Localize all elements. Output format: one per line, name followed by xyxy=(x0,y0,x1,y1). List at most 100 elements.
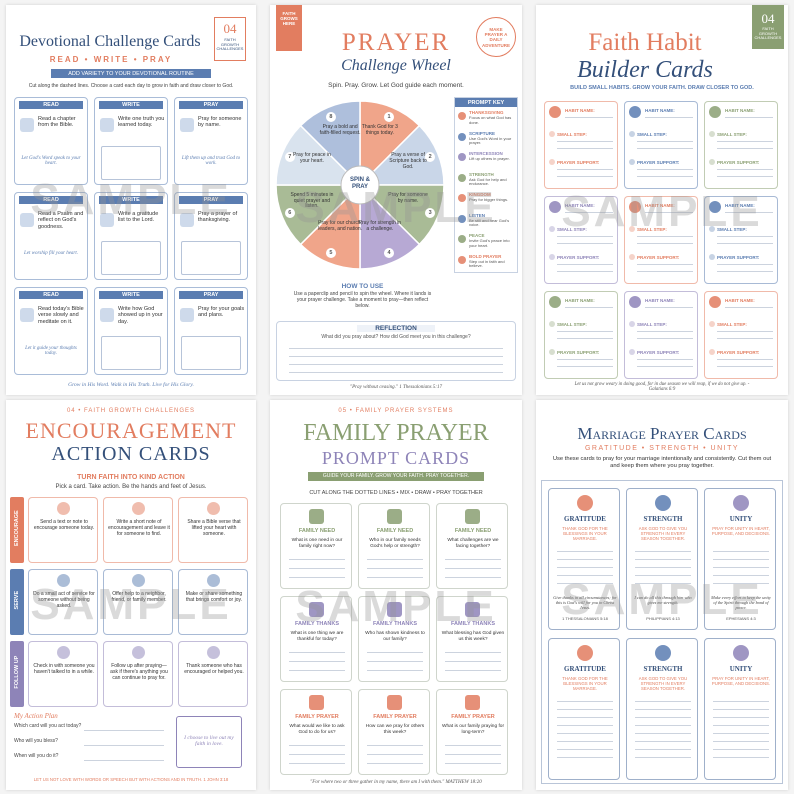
icon xyxy=(100,118,114,132)
writing-line xyxy=(557,733,613,734)
field-label: PRAYER SUPPORT: xyxy=(717,160,760,165)
card-label: UNITY xyxy=(729,515,753,523)
writing-line xyxy=(637,243,693,244)
card: Thank someone who has encouraged or help… xyxy=(178,641,248,707)
key-name: BOLD PRAYER xyxy=(469,253,502,259)
card-question: Who has shown kindness to our family? xyxy=(365,631,425,642)
card-text: Pray for someone by name. xyxy=(198,116,242,129)
card-text: Write one truth you learned today. xyxy=(118,116,165,129)
card-label: READ xyxy=(19,196,83,204)
icon xyxy=(309,695,324,710)
segment-number: 7 xyxy=(284,151,295,162)
wheel-segment xyxy=(275,124,362,186)
writing-line xyxy=(557,749,613,750)
icon xyxy=(387,695,402,710)
plan-title: My Action Plan xyxy=(14,712,58,720)
card-label: FAMILY NEED xyxy=(454,528,492,534)
segment-number: 8 xyxy=(325,111,336,122)
card-question: What is one need in our family right now… xyxy=(291,538,343,549)
card: Share a Bible verse that lifted your hea… xyxy=(178,497,248,563)
card-prompt: THANK GOD FOR THE BLESSINGS IN YOUR MARR… xyxy=(562,526,608,541)
card-text: Read today's Bible verse slowly and medi… xyxy=(38,306,84,325)
wheel-center: SPIN & PRAY xyxy=(349,177,370,190)
writing-line xyxy=(84,745,164,746)
kicker: 04 • FAITH GROWTH CHALLENGES xyxy=(66,408,196,414)
card: Check in with someone you haven't talked… xyxy=(28,641,98,707)
answer-box xyxy=(101,146,161,180)
writing-line xyxy=(557,359,613,360)
field-label: HABIT NAME: xyxy=(725,203,755,208)
card: Write a short note of encouragement and … xyxy=(103,497,173,563)
icon xyxy=(207,574,220,587)
writing-line xyxy=(557,338,613,339)
writing-line xyxy=(557,366,613,367)
segment-number: 4 xyxy=(384,248,395,259)
writing-line xyxy=(635,709,691,710)
writing-line xyxy=(557,567,613,568)
writing-line xyxy=(557,559,613,560)
writing-line xyxy=(557,264,613,265)
key-text: Pray for bigger things. xyxy=(469,197,509,202)
wheel-segment xyxy=(359,100,421,187)
subtitle: PROMPT CARDS xyxy=(321,448,471,468)
writing-line xyxy=(717,176,773,177)
card-text: Send a text or note to encourage someone… xyxy=(33,519,95,531)
icon xyxy=(709,201,721,213)
writing-line xyxy=(725,212,773,213)
segment-number: 2 xyxy=(425,151,436,162)
writing-line xyxy=(717,141,773,142)
icon xyxy=(709,296,721,308)
segment-number: 6 xyxy=(284,208,295,219)
icon xyxy=(709,321,715,327)
wheel-segment xyxy=(358,124,445,186)
icon xyxy=(132,574,145,587)
footer: "Pray without ceasing." 1 Thessalonians … xyxy=(350,385,442,390)
writing-line xyxy=(367,652,423,653)
writing-line xyxy=(637,148,693,149)
tagline: Spin. Pray. Grow. Let God guide each mom… xyxy=(328,82,464,89)
card: FAMILY THANKS Who has shown kindness to o… xyxy=(358,596,430,682)
icon xyxy=(465,695,480,710)
card-text: Follow up after praying—ask if there's a… xyxy=(110,663,168,681)
icon xyxy=(577,495,593,511)
card: FAMILY THANKS What is one thing we are th… xyxy=(280,596,352,682)
card-reference: EPHESIANS 4:3 xyxy=(726,616,756,621)
writing-line xyxy=(557,176,613,177)
outer-border xyxy=(541,480,783,784)
key-text: Ask God for help and endurance. xyxy=(469,176,507,187)
card: STRENGTH ASK GOD TO GIVE YOU STRENGTH IN … xyxy=(626,638,698,780)
ribbon: GUIDE YOUR FAMILY. GROW YOUR FAITH. PRAY… xyxy=(308,472,484,481)
icon xyxy=(549,106,561,118)
badge: MAKE PRAYER A DAILY ADVENTURE xyxy=(476,17,516,57)
card: WRITE Write how God showed up in your day… xyxy=(94,287,168,375)
how-to-text: Use a paperclip and pencil to spin the w… xyxy=(293,291,432,309)
card-question: Who in our family needs God's help or st… xyxy=(369,538,421,549)
panel: 05 • FAMILY PRAYER SYSTEMS FAMILY PRAYER P… xyxy=(270,400,522,790)
writing-line xyxy=(557,331,613,332)
card-label: WRITE xyxy=(99,291,163,299)
card-label: WRITE xyxy=(99,101,163,109)
field-label: HABIT NAME: xyxy=(645,203,675,208)
writing-line xyxy=(557,701,613,702)
footer: LET US NOT LOVE WITH WORDS OR SPEECH BUT… xyxy=(33,777,229,782)
kicker: 05 • FAMILY PRAYER SYSTEMS xyxy=(338,408,454,414)
segment-text: Pray for our church, leaders, and nation… xyxy=(318,220,363,232)
key-name: SCRIPTURE xyxy=(469,130,496,136)
card: FAMILY NEED Who in our family needs God's… xyxy=(358,503,430,589)
card-label: FAMILY PRAYER xyxy=(373,714,417,720)
icon xyxy=(629,106,641,118)
card: HABIT NAME: SMALL STEP: PRAYER SUPPORT: xyxy=(704,291,778,379)
writing-line xyxy=(289,559,345,560)
segment-number: 5 xyxy=(325,248,336,259)
badge: 04 FAITH GROWTH CHALLENGES xyxy=(214,17,246,61)
writing-line xyxy=(557,583,613,584)
tagline: BUILD SMALL HABITS. GROW YOUR FAITH. DRA… xyxy=(570,85,754,91)
icon xyxy=(709,254,715,260)
card-prompt: ASK GOD TO GIVE YOU STRENGTH IN EVERY SE… xyxy=(638,676,688,691)
icon xyxy=(20,308,34,322)
writing-line xyxy=(289,652,345,653)
card-label: WRITE xyxy=(99,196,163,204)
intro: Use these cards to pray for your marriag… xyxy=(552,456,772,469)
field-label: PRAYER SUPPORT: xyxy=(557,255,600,260)
answer-box xyxy=(181,241,241,275)
